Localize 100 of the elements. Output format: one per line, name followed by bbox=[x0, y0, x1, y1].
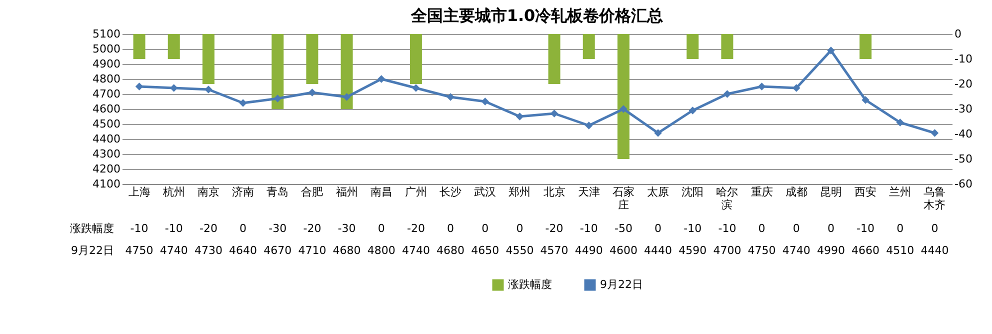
data-label: 4700 bbox=[713, 244, 742, 257]
x-tick-label: 西安 bbox=[854, 186, 877, 198]
point bbox=[412, 84, 420, 92]
x-tick-label: 沈阳 bbox=[682, 186, 704, 198]
data-label: -10 bbox=[718, 222, 736, 235]
point bbox=[620, 105, 628, 113]
data-label: -10 bbox=[684, 222, 702, 235]
data-label: 4730 bbox=[194, 244, 222, 257]
chart-title: 全国主要城市1.0冷轧板卷价格汇总 bbox=[410, 6, 664, 25]
data-label: -20 bbox=[545, 222, 564, 235]
data-label: 0 bbox=[378, 222, 385, 235]
x-tick-label: 长沙 bbox=[440, 186, 462, 198]
data-label: 0 bbox=[758, 222, 766, 235]
data-label: 4640 bbox=[229, 244, 258, 257]
y-tick-label: 4900 bbox=[92, 58, 120, 70]
data-label: 0 bbox=[792, 222, 800, 235]
data-label: 0 bbox=[931, 222, 938, 235]
y-tick-label: 5100 bbox=[92, 28, 120, 40]
data-label: 0 bbox=[827, 222, 834, 235]
data-label: 4740 bbox=[160, 244, 188, 257]
point bbox=[827, 46, 835, 54]
data-label: 0 bbox=[240, 222, 247, 235]
data-label: -20 bbox=[406, 222, 425, 235]
point bbox=[585, 122, 593, 130]
x-tick-label: 郑州 bbox=[508, 186, 531, 198]
x-tick-label: 天津 bbox=[578, 186, 600, 198]
y2-tick-label: -10 bbox=[954, 52, 972, 66]
y2-tick-label: 0 bbox=[954, 28, 962, 40]
point bbox=[204, 86, 212, 94]
x-tick-label: 乌鲁木齐 bbox=[924, 186, 946, 212]
x-tick-label: 石家庄 bbox=[612, 186, 634, 212]
point bbox=[274, 94, 282, 102]
point bbox=[481, 98, 489, 106]
x-tick-label: 杭州 bbox=[162, 186, 185, 198]
y2-tick-label: -30 bbox=[954, 102, 972, 116]
y2-tick-label: -40 bbox=[954, 128, 972, 140]
y2-tick-label: -60 bbox=[954, 178, 972, 190]
data-label: -10 bbox=[856, 222, 875, 235]
x-tick-label: 合肥 bbox=[301, 186, 324, 198]
data-label: 4670 bbox=[264, 244, 292, 257]
y-tick-label: 5000 bbox=[92, 42, 120, 56]
x-tick-label: 南昌 bbox=[370, 186, 392, 198]
point bbox=[896, 118, 904, 126]
x-tick-label: 济南 bbox=[232, 186, 254, 198]
data-label: 4650 bbox=[471, 244, 500, 257]
point bbox=[308, 88, 316, 96]
data-label: 0 bbox=[447, 222, 454, 235]
point bbox=[135, 82, 144, 90]
point bbox=[446, 93, 454, 101]
point bbox=[239, 99, 247, 107]
data-label: 4440 bbox=[644, 244, 672, 257]
y-tick-label: 4200 bbox=[92, 162, 120, 176]
data-label: 4570 bbox=[540, 244, 568, 257]
point bbox=[758, 82, 766, 90]
legend-label: 9月22日 bbox=[600, 278, 643, 291]
data-label: 4740 bbox=[782, 244, 810, 257]
point bbox=[930, 129, 939, 137]
data-label: -30 bbox=[268, 222, 287, 235]
point bbox=[862, 96, 870, 104]
x-tick-label: 成都 bbox=[785, 186, 808, 198]
x-tick-label: 太原 bbox=[647, 186, 670, 198]
data-label: -10 bbox=[130, 222, 148, 235]
data-label: 4550 bbox=[506, 244, 534, 257]
data-label: -20 bbox=[199, 222, 218, 235]
data-label: 4750 bbox=[748, 244, 776, 257]
x-tick-label: 哈尔滨 bbox=[716, 186, 738, 212]
x-tick-label: 广州 bbox=[404, 186, 427, 198]
point bbox=[792, 84, 800, 92]
data-label: 4740 bbox=[402, 244, 430, 257]
x-tick-label: 北京 bbox=[543, 186, 566, 198]
data-label: 4590 bbox=[678, 244, 707, 257]
data-label: 4680 bbox=[332, 244, 361, 257]
data-label: 0 bbox=[516, 222, 524, 235]
text: 9月22日 bbox=[71, 244, 114, 257]
data-label: 4710 bbox=[298, 244, 326, 257]
y-tick-label: 4300 bbox=[92, 148, 120, 160]
point bbox=[378, 75, 386, 83]
data-label: 0 bbox=[654, 222, 662, 235]
legend-label: 涨跌幅度 bbox=[508, 278, 552, 291]
x-tick-label: 福州 bbox=[336, 186, 358, 198]
x-tick-label: 兰州 bbox=[889, 186, 912, 198]
y-tick-label: 4400 bbox=[92, 132, 120, 146]
x-tick-label: 昆明 bbox=[820, 186, 842, 198]
y-tick-label: 4800 bbox=[92, 72, 120, 86]
data-label: 4440 bbox=[920, 244, 949, 257]
data-label: 4990 bbox=[816, 244, 845, 257]
data-label: -10 bbox=[164, 222, 183, 235]
data-label: -10 bbox=[580, 222, 598, 235]
data-label: -30 bbox=[338, 222, 356, 235]
x-tick-label: 上海 bbox=[128, 186, 150, 198]
data-label: 4750 bbox=[125, 244, 154, 257]
y-tick-label: 4600 bbox=[92, 102, 120, 116]
x-tick-label: 青岛 bbox=[266, 186, 289, 198]
data-label: 4510 bbox=[886, 244, 914, 257]
y-tick-label: 4100 bbox=[92, 178, 120, 190]
point bbox=[723, 90, 732, 98]
x-tick-label: 武汉 bbox=[474, 186, 496, 198]
data-label: 4680 bbox=[436, 244, 465, 257]
point bbox=[654, 129, 662, 137]
data-label: 4490 bbox=[574, 244, 603, 257]
